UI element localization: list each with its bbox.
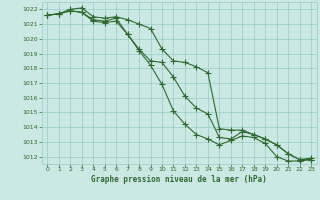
X-axis label: Graphe pression niveau de la mer (hPa): Graphe pression niveau de la mer (hPa) (91, 175, 267, 184)
